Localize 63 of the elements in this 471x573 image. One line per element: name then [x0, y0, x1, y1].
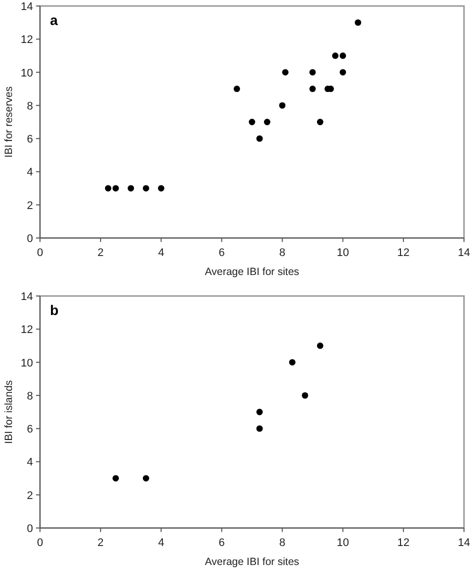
- x-tick-label: 6: [218, 247, 225, 259]
- point: [332, 52, 338, 59]
- x-tick-label: 8: [279, 247, 286, 259]
- y-tick-label: 8: [26, 100, 33, 112]
- point: [354, 19, 362, 26]
- x-tick-label: 12: [397, 537, 410, 549]
- x-tick-label: 2: [98, 537, 104, 549]
- y-tick-label: 4: [26, 166, 33, 179]
- point: [256, 135, 263, 142]
- point: [158, 185, 164, 192]
- annotation: b: [50, 302, 59, 318]
- y-axis-title: IBI for islands: [3, 380, 15, 444]
- y-tick-label: 14: [20, 291, 33, 303]
- annotation: a: [50, 12, 58, 28]
- point: [248, 118, 256, 126]
- x-tick-label: 4: [158, 247, 164, 259]
- point: [340, 69, 346, 76]
- x-tick-label: 2: [98, 247, 104, 259]
- y-tick-label: 0: [26, 523, 33, 535]
- x-tick-label: 10: [336, 537, 349, 549]
- y-tick-label: 2: [26, 200, 33, 212]
- point: [256, 408, 263, 416]
- y-tick-label: 4: [26, 456, 33, 469]
- y-tick-label: 2: [26, 490, 33, 502]
- point: [142, 475, 150, 482]
- point: [264, 118, 270, 126]
- point: [302, 392, 308, 399]
- y-axis-title: IBI for reserves: [3, 86, 15, 158]
- x-tick-label: 14: [458, 247, 470, 259]
- y-tick-label: 14: [20, 1, 33, 13]
- x-tick-label: 6: [218, 537, 225, 549]
- point: [142, 185, 150, 192]
- y-tick-label: 10: [20, 357, 33, 370]
- y-tick-label: 8: [26, 390, 33, 402]
- point: [309, 69, 316, 76]
- x-tick-label: 8: [279, 537, 286, 549]
- x-axis-title: Average IBI for sites: [204, 266, 300, 278]
- point: [112, 475, 119, 482]
- point: [340, 52, 346, 59]
- point: [316, 342, 324, 349]
- x-tick-label: 12: [397, 247, 410, 259]
- y-tick-label: 12: [20, 34, 33, 46]
- point: [279, 102, 286, 109]
- y-tick-label: 6: [26, 424, 33, 436]
- point: [234, 86, 240, 92]
- point: [104, 185, 112, 192]
- x-tick-label: 0: [36, 537, 44, 549]
- point: [316, 118, 324, 126]
- x-axis-title: Average IBI for sites: [204, 556, 300, 568]
- y-tick-label: 12: [20, 324, 33, 336]
- x-tick-label: 14: [458, 537, 470, 549]
- point: [289, 359, 296, 366]
- x-tick-label: 4: [158, 537, 164, 549]
- x-tick-label: 0: [36, 247, 44, 259]
- y-tick-label: 0: [26, 233, 33, 245]
- point: [309, 86, 316, 92]
- y-tick-label: 6: [26, 134, 33, 146]
- point: [128, 185, 134, 192]
- point: [112, 185, 119, 192]
- y-tick-label: 10: [20, 67, 33, 80]
- x-tick-label: 10: [336, 247, 349, 259]
- point: [256, 425, 263, 432]
- point: [282, 69, 289, 76]
